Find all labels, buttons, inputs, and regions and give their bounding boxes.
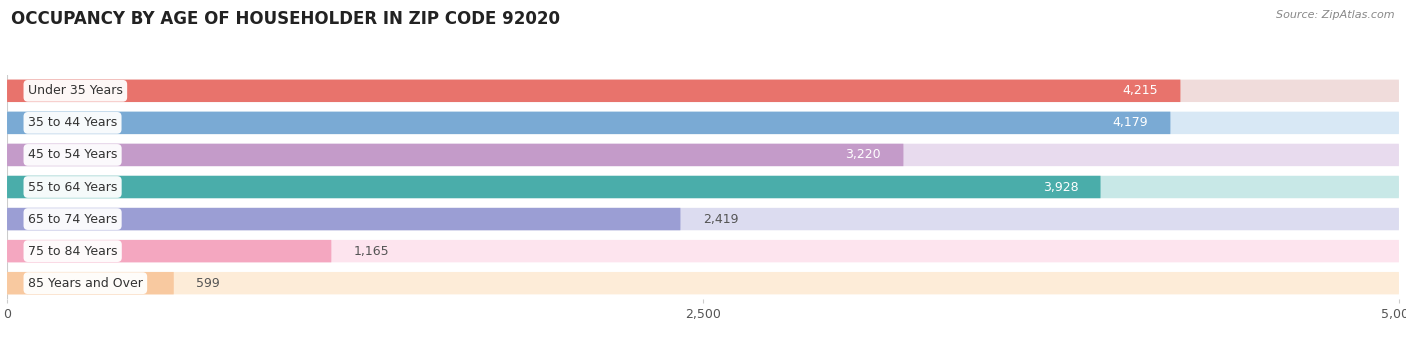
- Text: 4,179: 4,179: [1112, 116, 1149, 130]
- FancyBboxPatch shape: [7, 208, 681, 230]
- Text: 1,165: 1,165: [354, 244, 389, 258]
- Text: OCCUPANCY BY AGE OF HOUSEHOLDER IN ZIP CODE 92020: OCCUPANCY BY AGE OF HOUSEHOLDER IN ZIP C…: [11, 10, 560, 28]
- FancyBboxPatch shape: [7, 240, 1399, 262]
- FancyBboxPatch shape: [7, 144, 1399, 166]
- FancyBboxPatch shape: [7, 272, 1399, 294]
- FancyBboxPatch shape: [7, 144, 904, 166]
- Text: 65 to 74 Years: 65 to 74 Years: [28, 212, 117, 225]
- Text: 3,928: 3,928: [1043, 181, 1078, 193]
- FancyBboxPatch shape: [7, 208, 1399, 230]
- Text: 85 Years and Over: 85 Years and Over: [28, 277, 143, 290]
- Text: 35 to 44 Years: 35 to 44 Years: [28, 116, 117, 130]
- FancyBboxPatch shape: [7, 176, 1399, 198]
- Text: 2,419: 2,419: [703, 212, 738, 225]
- Text: 599: 599: [195, 277, 219, 290]
- FancyBboxPatch shape: [7, 80, 1399, 102]
- FancyBboxPatch shape: [7, 272, 174, 294]
- Text: Under 35 Years: Under 35 Years: [28, 84, 122, 97]
- FancyBboxPatch shape: [7, 240, 332, 262]
- Text: 45 to 54 Years: 45 to 54 Years: [28, 149, 117, 162]
- FancyBboxPatch shape: [7, 176, 1101, 198]
- FancyBboxPatch shape: [7, 112, 1399, 134]
- FancyBboxPatch shape: [7, 80, 1181, 102]
- Text: 75 to 84 Years: 75 to 84 Years: [28, 244, 118, 258]
- Text: 55 to 64 Years: 55 to 64 Years: [28, 181, 117, 193]
- FancyBboxPatch shape: [7, 112, 1170, 134]
- Text: 3,220: 3,220: [845, 149, 882, 162]
- Text: Source: ZipAtlas.com: Source: ZipAtlas.com: [1277, 10, 1395, 20]
- Text: 4,215: 4,215: [1122, 84, 1159, 97]
